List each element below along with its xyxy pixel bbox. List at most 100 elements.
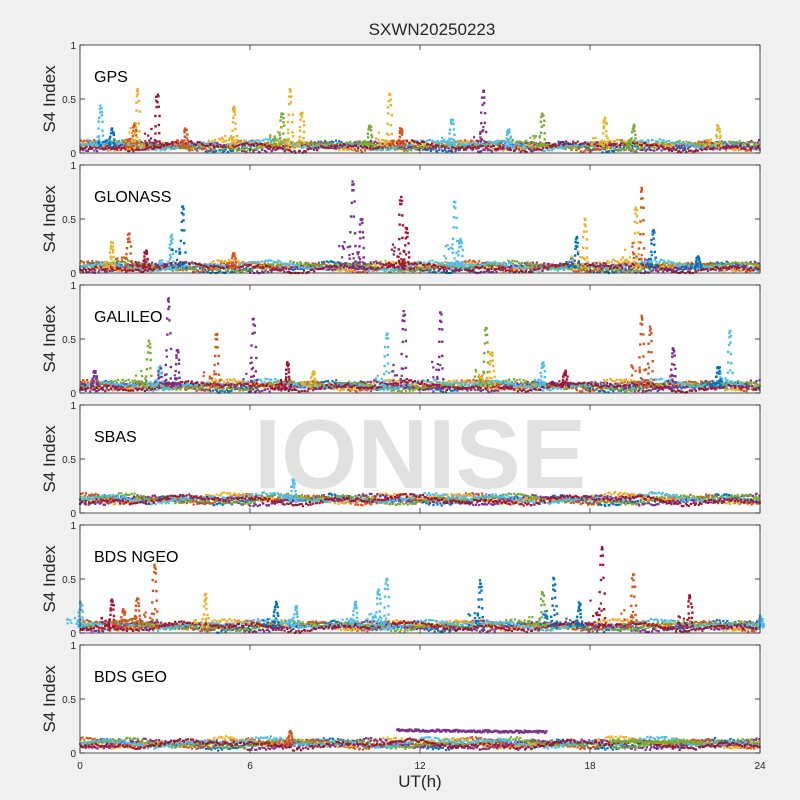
data-point [289,144,293,147]
data-point [299,261,303,264]
data-point [81,140,84,144]
data-point [710,141,713,144]
data-point [98,267,101,271]
data-point [183,135,186,138]
data-point [385,132,389,135]
data-point [692,150,695,153]
data-point [239,270,242,274]
data-point [299,267,302,271]
data-point [649,262,652,265]
data-point [91,141,94,144]
data-point [757,143,761,146]
data-point [342,262,345,266]
data-point [137,141,140,144]
data-point [185,136,188,140]
data-point [487,149,490,152]
data-point [532,148,535,151]
data-point [634,137,637,140]
data-point [715,136,718,139]
data-point [479,139,483,143]
data-point [630,149,633,152]
data-point [247,140,250,144]
data-point [672,141,675,145]
data-point [490,150,494,153]
data-point [694,142,697,145]
data-point [132,144,135,148]
data-point [463,145,466,148]
data-point [173,141,176,144]
data-point [468,145,471,148]
data-point [422,140,425,144]
data-point [638,143,642,147]
data-point [592,141,595,144]
data-point [471,145,474,148]
data-point [298,263,301,267]
data-point [451,137,454,141]
data-point [385,141,388,144]
data-point [259,263,262,267]
data-point [276,265,279,268]
data-point [295,265,298,269]
data-point [187,265,190,268]
data-point [584,149,587,152]
data-point [718,130,721,134]
data-point [542,114,545,117]
data-point [517,145,520,148]
data-point [284,267,288,270]
data-point [543,262,546,265]
data-point [353,141,356,144]
data-point [542,146,545,150]
data-point [360,143,363,146]
data-point [256,147,259,150]
data-point [575,144,579,148]
data-point [245,146,248,149]
data-point [106,141,110,144]
data-point [619,270,623,273]
data-point [379,145,383,148]
data-point [84,142,87,145]
data-point [158,140,161,143]
data-point [740,142,743,145]
data-point [206,271,209,274]
data-point [145,147,148,150]
data-point [313,266,316,269]
data-point [587,146,591,149]
data-point [389,261,392,265]
data-point [120,141,123,144]
data-point [240,149,244,153]
data-point [228,137,231,140]
data-point [715,128,719,132]
data-point [270,267,273,270]
data-point [599,145,603,148]
data-point [732,261,735,265]
data-point [397,269,400,273]
data-point [425,146,428,149]
data-point [459,141,463,144]
data-point [86,271,89,274]
data-point [536,145,540,148]
data-point [329,260,332,263]
data-point [457,139,460,143]
data-point [546,143,549,146]
data-point [179,143,182,146]
data-point [561,140,565,144]
data-point [97,140,100,143]
data-point [282,116,285,120]
data-point [306,148,309,151]
data-point [532,141,535,144]
data-point [369,144,373,148]
data-point [151,147,154,151]
data-point [162,262,165,265]
data-point [744,261,747,264]
data-point [186,133,189,136]
data-point [447,265,450,268]
data-point [505,148,508,151]
data-point [210,268,213,271]
data-point [675,266,678,269]
data-point [551,146,554,150]
data-point [330,144,333,147]
data-point [665,144,668,147]
data-point [347,269,350,273]
data-point [213,142,216,146]
